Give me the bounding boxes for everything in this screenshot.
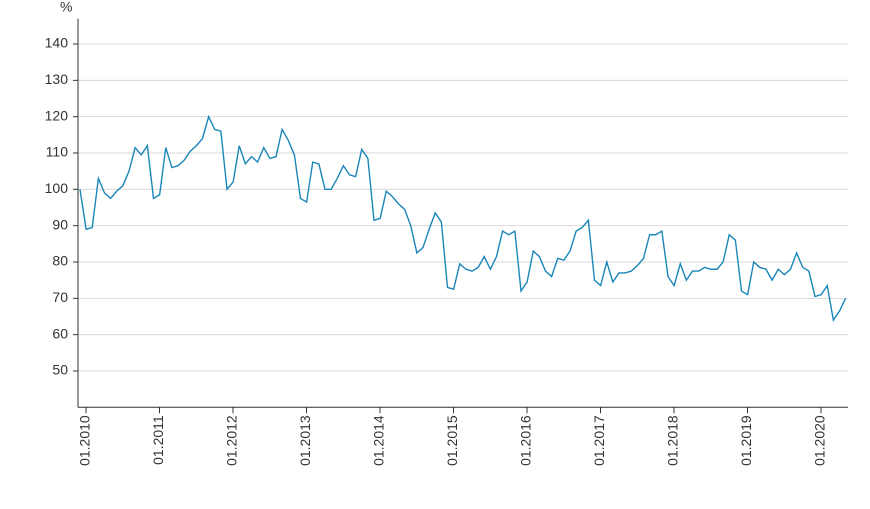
x-tick-label: 01.2012 [224,415,240,466]
x-tick-label: 01.2014 [371,415,387,466]
y-tick-label: 140 [45,35,69,51]
y-axis-label: % [60,0,72,15]
x-tick-label: 01.2016 [518,415,534,466]
y-tick-label: 80 [52,253,68,269]
data-line [79,114,847,322]
y-tick-label: 70 [52,289,68,305]
x-tick-label: 01.2020 [812,415,828,466]
x-tick-label: 01.2010 [77,415,93,466]
x-tick-label: 01.2013 [297,415,313,466]
x-tick-label: 01.2015 [444,415,460,466]
y-tick-label: 120 [45,107,69,123]
x-tick-label: 01.2019 [738,415,754,466]
y-tick-label: 110 [46,144,69,160]
y-tick-label: 50 [52,362,68,378]
y-tick-label: 90 [52,216,68,232]
x-tick-label: 01.2011 [150,415,166,465]
x-tick-label: 01.2018 [665,415,681,466]
y-tick-label: 100 [45,180,69,196]
y-tick-label: 130 [45,71,69,87]
x-tick-label: 01.2017 [591,415,607,466]
y-tick-label: 60 [52,325,68,341]
